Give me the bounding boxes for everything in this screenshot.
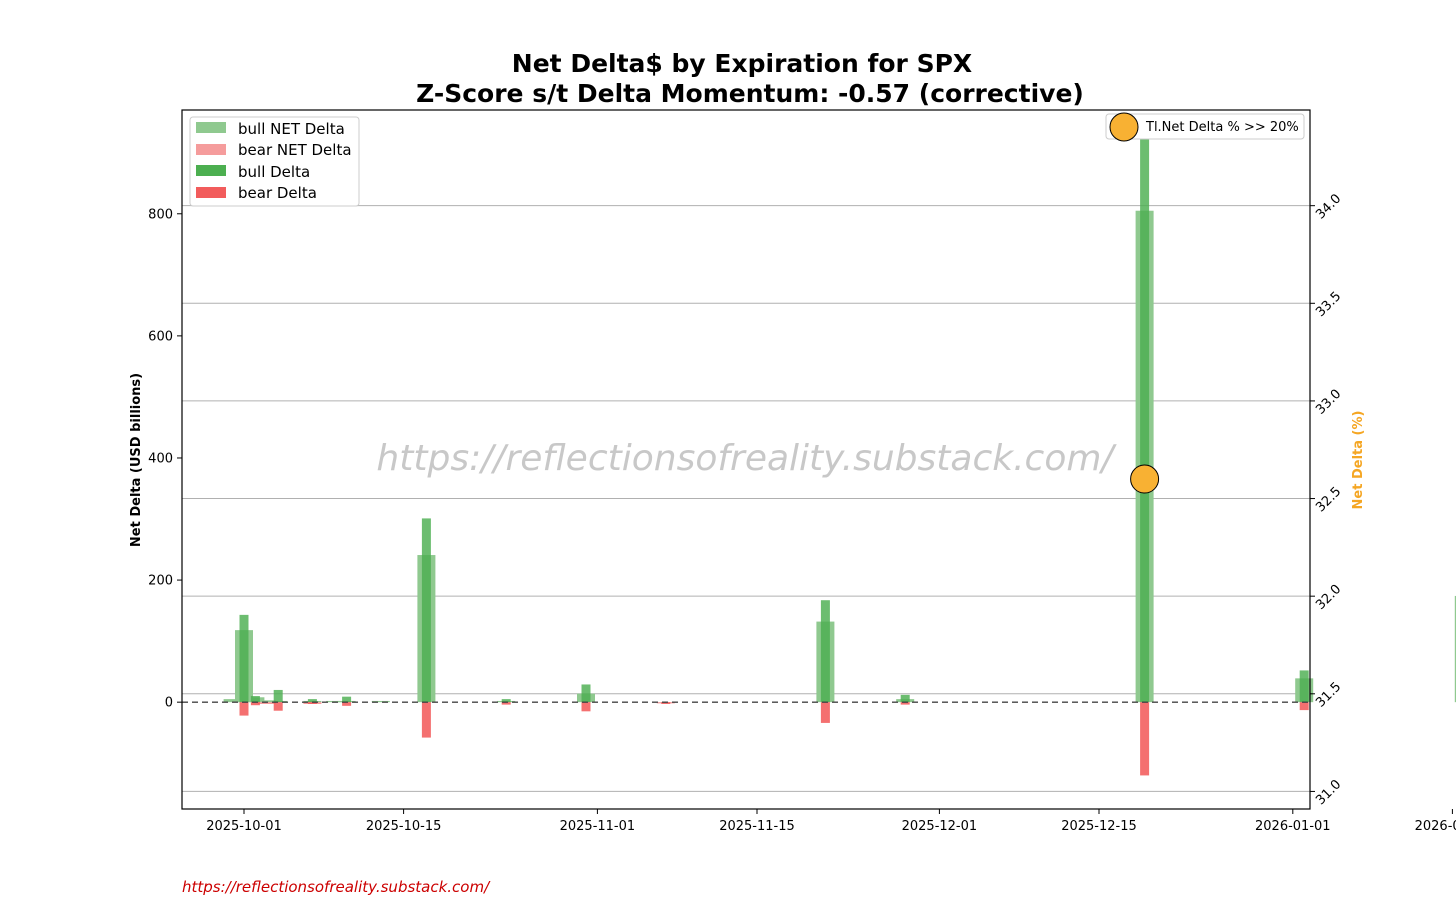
x-tick-label: 2025-10-01 [206, 819, 282, 834]
bull-net-delta-bar [223, 699, 242, 703]
legend-marker-circle [1109, 112, 1139, 142]
bull-delta-bar [501, 699, 511, 703]
right-y-axis-label: Net Delta (%) [1351, 411, 1366, 510]
bear-delta-bar [307, 702, 317, 704]
right-y-tick-label: 31.0 [1313, 777, 1344, 808]
legend-swatch-bear [196, 187, 226, 198]
bear-delta-bar [342, 702, 352, 706]
bars [223, 137, 1456, 776]
legend-swatch-bull [196, 165, 226, 176]
legend-marker: Tl.Net Delta % >> 20% [1105, 112, 1305, 142]
bull-delta-bar [581, 684, 591, 703]
bear-delta-bar [501, 702, 511, 705]
bear-net-delta-bar [257, 702, 276, 704]
x-tick-label: 2026-01-01 [1255, 819, 1331, 834]
plot-frame [181, 109, 1311, 810]
bull-net-delta-bar [257, 700, 276, 703]
legend-swatch-bear-net [196, 144, 226, 155]
left-y-tick-label: 800 [148, 207, 173, 222]
bull-delta-bar [1299, 670, 1309, 703]
bear-delta-bar [273, 702, 283, 711]
bear-delta-bar [239, 702, 249, 716]
bear-delta-bar [661, 702, 671, 704]
left-y-tick-label: 200 [148, 574, 173, 589]
markers [1130, 464, 1160, 494]
footer-link[interactable]: https://reflectionsofreality.substack.co… [182, 878, 491, 896]
legend-box [189, 116, 360, 207]
left-y-tick-label: 600 [148, 329, 173, 344]
right-y-tick-label: 32.5 [1313, 484, 1344, 515]
x-tick-label: 2025-12-15 [1061, 819, 1137, 834]
left-y-tick-label: 400 [148, 451, 173, 466]
bear-delta-bar [421, 702, 431, 738]
x-tick-label: 2025-11-01 [560, 819, 636, 834]
bull-delta-bar [421, 518, 431, 703]
left-y-tick-label: 0 [165, 696, 173, 711]
x-tick-label: 2025-10-15 [366, 819, 442, 834]
chart-title-line1: Net Delta$ by Expiration for SPX [512, 49, 972, 78]
bull-delta-bar [250, 696, 260, 703]
x-tick-label: 2026-01-15 [1415, 819, 1456, 834]
bull-delta-bar [342, 696, 352, 703]
bear-delta-bar [1299, 702, 1309, 711]
right-y-tick-label: 31.5 [1313, 680, 1344, 711]
bear-delta-bar [820, 702, 830, 723]
legend-label-bear-net: bear NET Delta [238, 141, 352, 159]
x-axis-ticks: 2025-10-01 2025-10-15 2025-11-01 2025-11-15… [206, 809, 1456, 834]
left-y-axis-ticks: 0 200 400 600 800 [148, 207, 182, 711]
bull-delta-bar [239, 614, 249, 703]
bear-delta-bar [900, 702, 910, 705]
legend-marker-label: Tl.Net Delta % >> 20% [1145, 120, 1299, 135]
right-y-tick-label: 32.0 [1313, 582, 1344, 613]
bear-delta-bar [581, 702, 591, 712]
bull-net-delta-bar [1454, 595, 1456, 703]
legend-label-bull-net: bull NET Delta [238, 120, 345, 138]
chart-title-line2: Z-Score s/t Delta Momentum: -0.57 (corre… [416, 79, 1084, 108]
bull-delta-bar [273, 689, 283, 703]
bear-delta-bar [1140, 702, 1150, 776]
net-delta-pct-marker [1130, 464, 1160, 494]
bull-net-delta-bar [371, 700, 390, 703]
x-tick-label: 2025-11-15 [719, 819, 795, 834]
bull-delta-bar [307, 699, 317, 703]
right-y-tick-label: 34.0 [1313, 191, 1344, 222]
bear-delta-bar [250, 702, 260, 706]
bull-delta-bar [1140, 137, 1150, 703]
legend-marker-box [1105, 113, 1305, 140]
legend: bull NET Delta bear NET Delta bull Delta… [189, 116, 360, 207]
bull-delta-bar [900, 694, 910, 703]
legend-label-bull: bull Delta [238, 163, 310, 181]
right-y-tick-label: 33.0 [1313, 387, 1344, 418]
bull-delta-bar [820, 600, 830, 703]
watermark-layer: https://reflectionsofreality.substack.co… [376, 438, 1117, 479]
right-y-tick-label: 33.5 [1313, 289, 1344, 320]
right-y-axis-ticks: 31.0 31.5 32.0 32.5 33.0 33.5 34.0 [1310, 191, 1344, 808]
x-tick-label: 2025-12-01 [902, 819, 978, 834]
watermark-text: https://reflectionsofreality.substack.co… [376, 438, 1117, 479]
left-y-axis-label: Net Delta (USD billions) [129, 373, 144, 547]
right-axis-gridlines [182, 205, 1310, 792]
legend-swatch-bull-net [196, 122, 226, 133]
legend-label-bear: bear Delta [238, 184, 317, 202]
